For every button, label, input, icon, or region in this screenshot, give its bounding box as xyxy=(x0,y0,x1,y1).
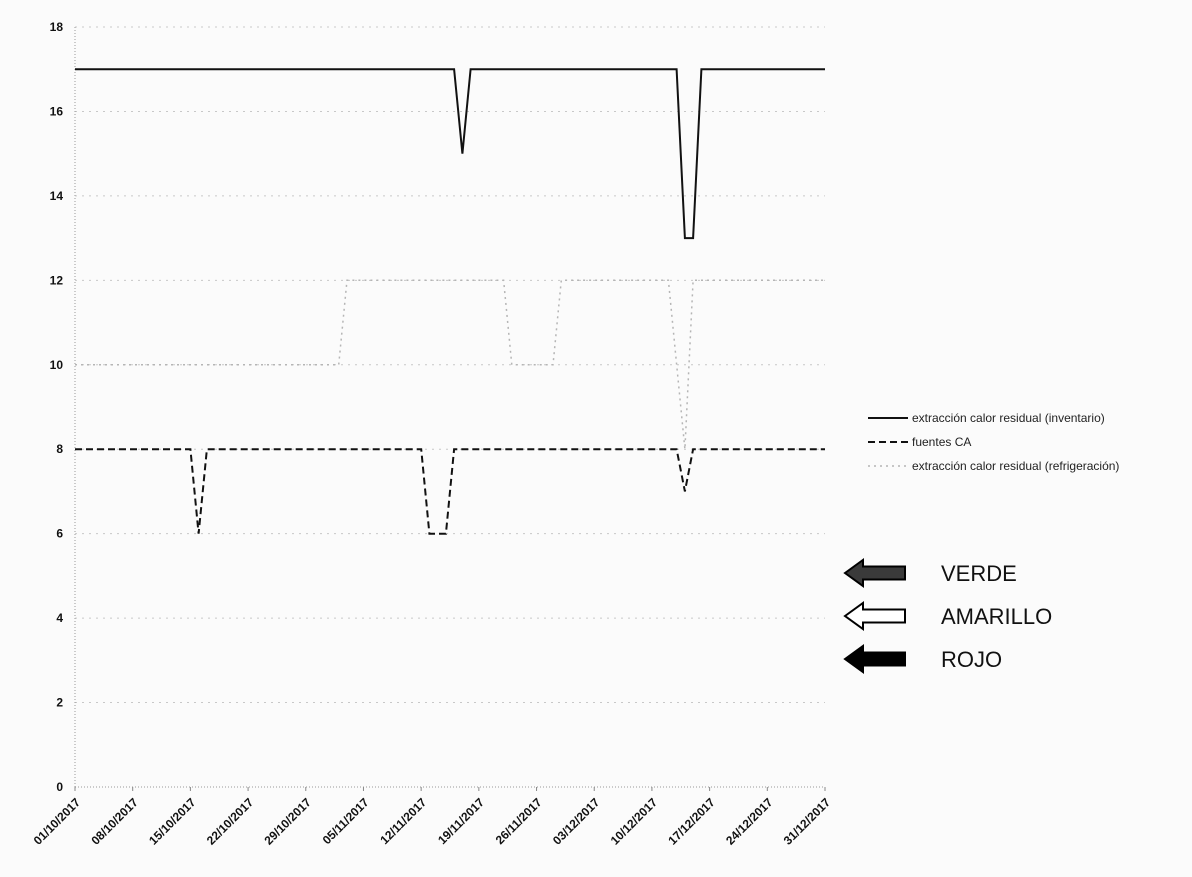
series-lines xyxy=(75,68,825,535)
y-tick-label-14: 14 xyxy=(50,189,64,203)
y-tick-label-12: 12 xyxy=(50,273,64,287)
legend: extracción calor residual (inventario) fu… xyxy=(868,411,1119,473)
status-arrow-0 xyxy=(843,558,906,588)
y-tick-label-2: 2 xyxy=(56,696,63,710)
x-tick-label-6: 12/11/2017 xyxy=(377,795,429,847)
series-line-2 xyxy=(75,279,825,450)
x-tick-label-13: 31/12/2017 xyxy=(781,795,834,848)
x-tick-label-1: 08/10/2017 xyxy=(88,795,141,848)
legend-label-1: fuentes CA xyxy=(912,435,971,449)
y-tick-label-0: 0 xyxy=(56,780,63,794)
x-tick-label-7: 19/11/2017 xyxy=(435,795,487,847)
status-label-0: VERDE xyxy=(941,561,1017,586)
y-tick-label-4: 4 xyxy=(56,611,63,625)
status-arrow-2 xyxy=(843,644,906,674)
status-label-1: AMARILLO xyxy=(941,604,1052,629)
x-tick-label-10: 10/12/2017 xyxy=(608,795,661,848)
x-tick-label-3: 22/10/2017 xyxy=(204,795,257,848)
y-tick-labels: 0 2 4 6 8 10 12 14 16 18 xyxy=(50,20,64,794)
x-tick-label-5: 05/11/2017 xyxy=(320,795,372,847)
x-tick-label-2: 15/10/2017 xyxy=(146,795,199,848)
legend-label-2: extracción calor residual (refrigeración… xyxy=(912,459,1119,473)
axes xyxy=(74,27,826,791)
x-tick-label-8: 26/11/2017 xyxy=(493,795,545,847)
y-tick-label-18: 18 xyxy=(50,20,64,34)
x-tick-label-4: 29/10/2017 xyxy=(262,795,315,848)
y-tick-label-16: 16 xyxy=(50,104,64,118)
x-tick-label-12: 24/12/2017 xyxy=(723,795,776,848)
status-label-2: ROJO xyxy=(941,647,1002,672)
x-tick-label-9: 03/12/2017 xyxy=(550,795,603,848)
series-line-0 xyxy=(75,68,825,240)
x-tick-labels: 01/10/2017 08/10/2017 15/10/2017 22/10/2017… xyxy=(31,795,834,848)
series-line-1 xyxy=(75,448,825,535)
x-tick-label-0: 01/10/2017 xyxy=(31,795,84,848)
legend-label-0: extracción calor residual (inventario) xyxy=(912,411,1105,425)
y-tick-label-10: 10 xyxy=(50,358,64,372)
y-tick-label-8: 8 xyxy=(56,442,63,456)
y-tick-label-6: 6 xyxy=(56,527,63,541)
x-tick-label-11: 17/12/2017 xyxy=(665,795,718,848)
grid-lines xyxy=(75,26,825,704)
status-legend: VERDE AMARILLO ROJO xyxy=(843,558,1052,674)
status-arrow-1 xyxy=(843,601,906,631)
